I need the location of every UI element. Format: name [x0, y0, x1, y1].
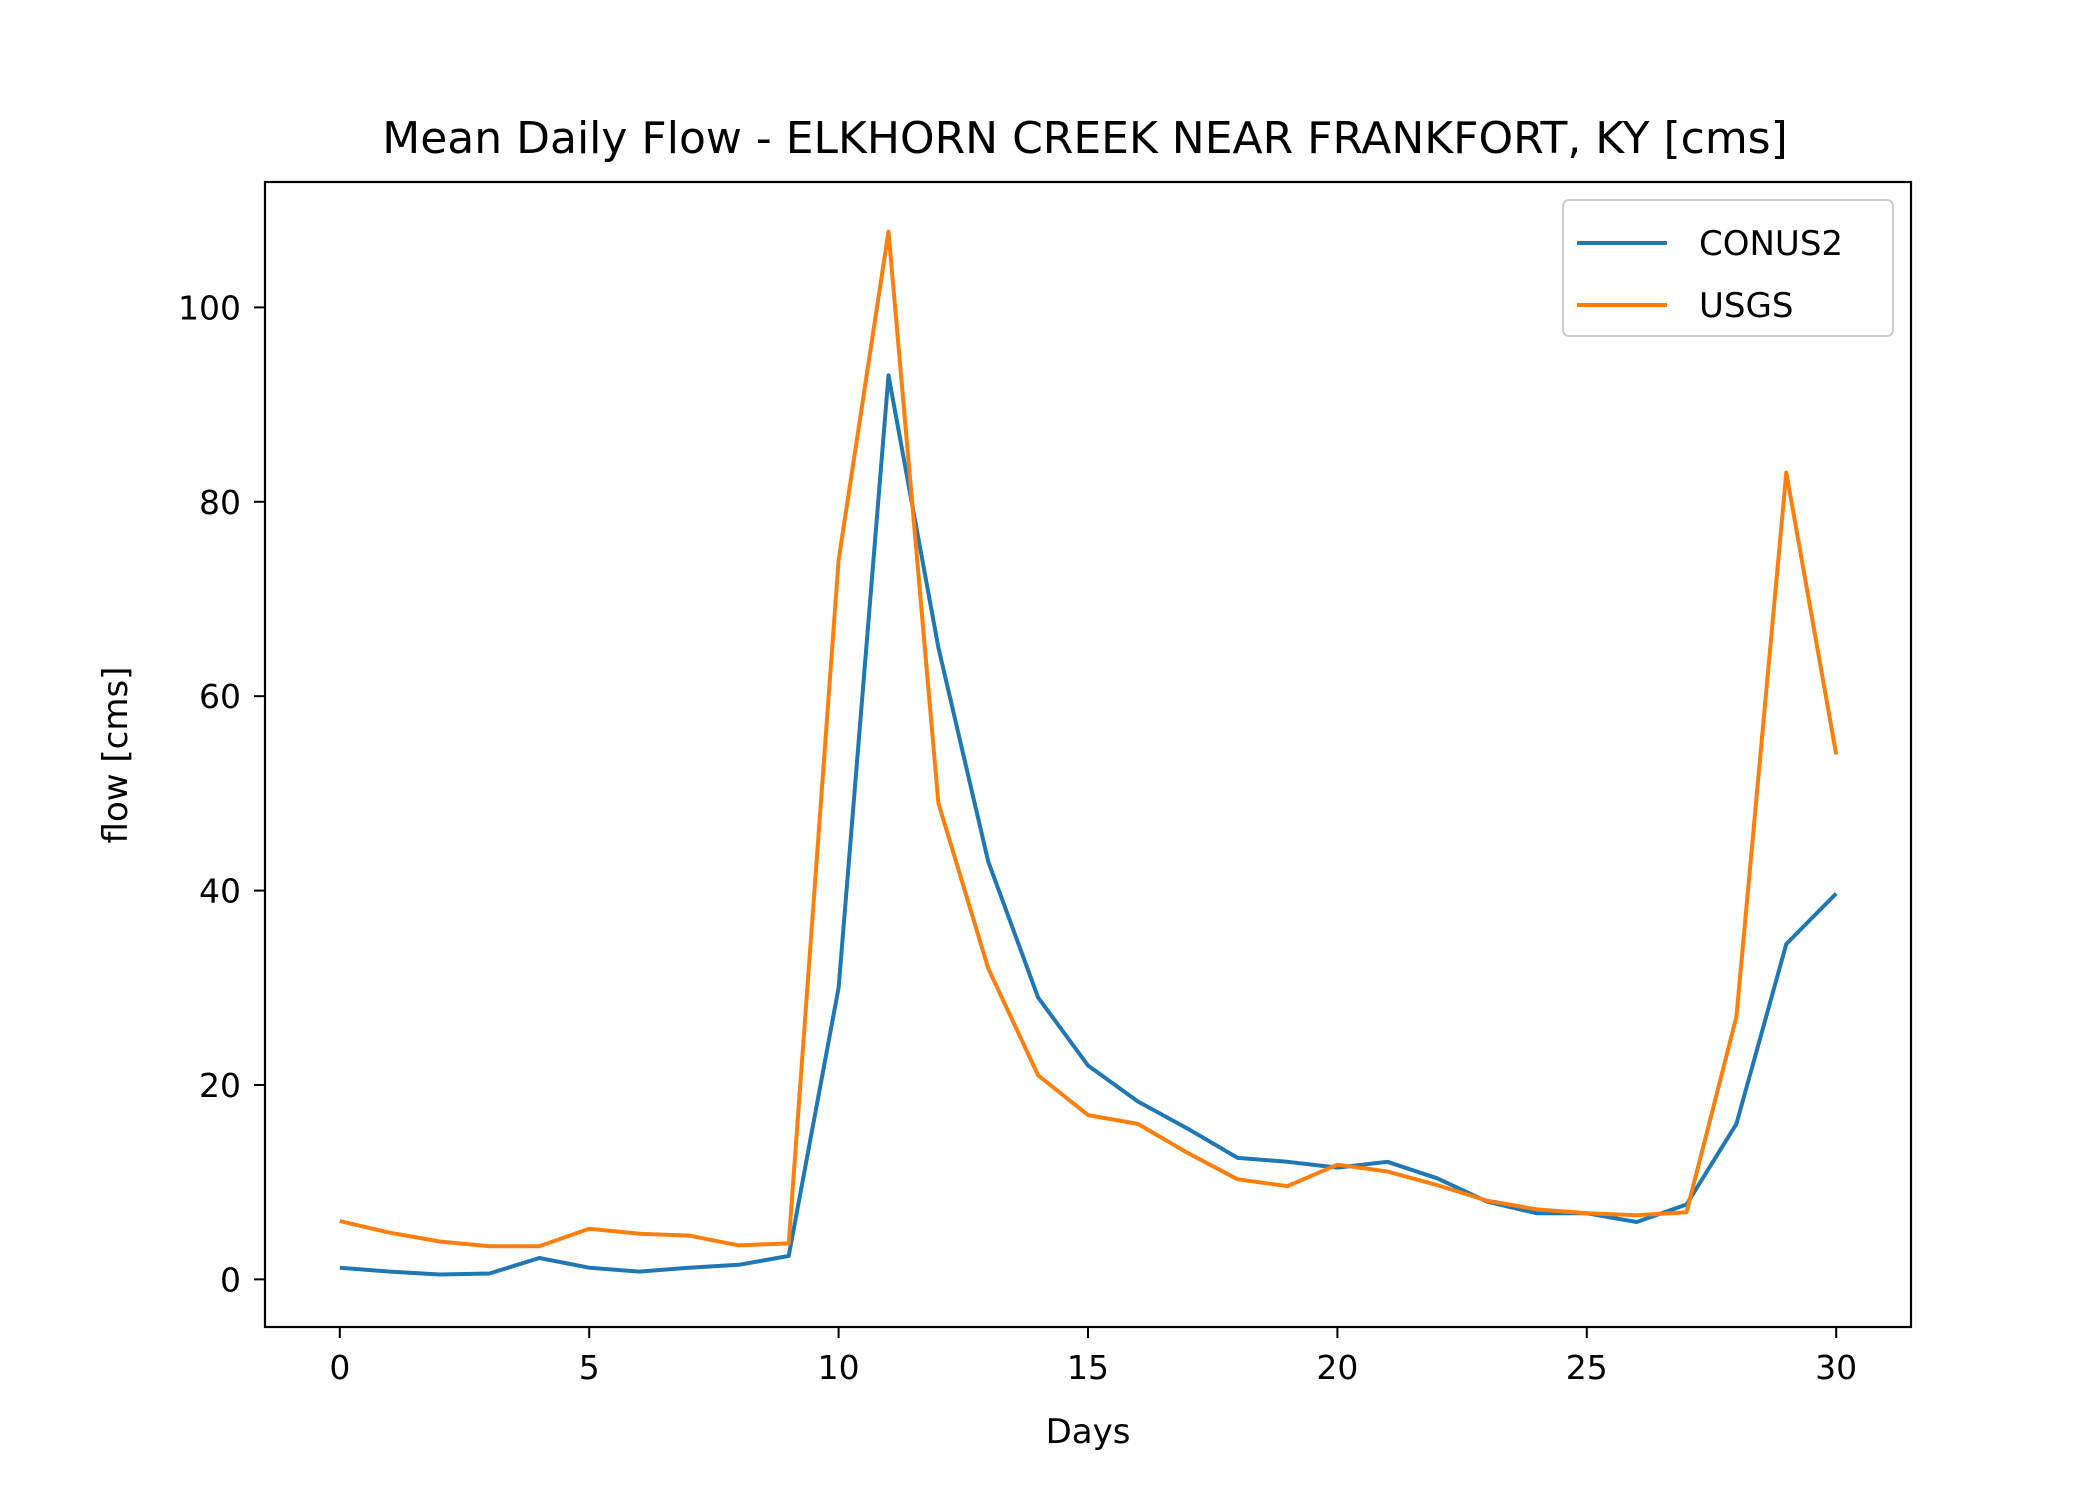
x-tick-label: 10: [818, 1348, 860, 1387]
y-tick-label: 80: [199, 483, 241, 522]
x-tick-label: 5: [579, 1348, 600, 1387]
y-tick-label: 20: [199, 1066, 241, 1105]
x-axis-ticks: 0 5 10 15 20 25 30: [329, 1327, 1857, 1387]
x-tick-label: 30: [1815, 1348, 1857, 1387]
x-axis-label: Days: [1046, 1412, 1131, 1452]
x-tick-label: 25: [1566, 1348, 1608, 1387]
legend-label: USGS: [1699, 286, 1793, 326]
y-axis-ticks: 0 20 40 60 80 100: [178, 288, 265, 1299]
y-tick-label: 60: [199, 677, 241, 716]
chart-title: Mean Daily Flow - ELKHORN CREEK NEAR FRA…: [382, 113, 1788, 164]
x-tick-label: 20: [1316, 1348, 1358, 1387]
y-tick-label: 100: [178, 288, 241, 327]
legend-box: [1562, 199, 1894, 337]
legend-label: CONUS2: [1699, 224, 1843, 264]
series-line-usgs: [339, 229, 1839, 1249]
plot-series: [339, 229, 1839, 1277]
x-tick-label: 15: [1067, 1348, 1109, 1387]
y-axis-label: flow [cms]: [96, 667, 136, 844]
legend: CONUS2 USGS: [1562, 199, 1894, 337]
x-tick-label: 0: [329, 1348, 350, 1387]
y-tick-label: 40: [199, 872, 241, 911]
y-tick-label: 0: [220, 1260, 241, 1299]
